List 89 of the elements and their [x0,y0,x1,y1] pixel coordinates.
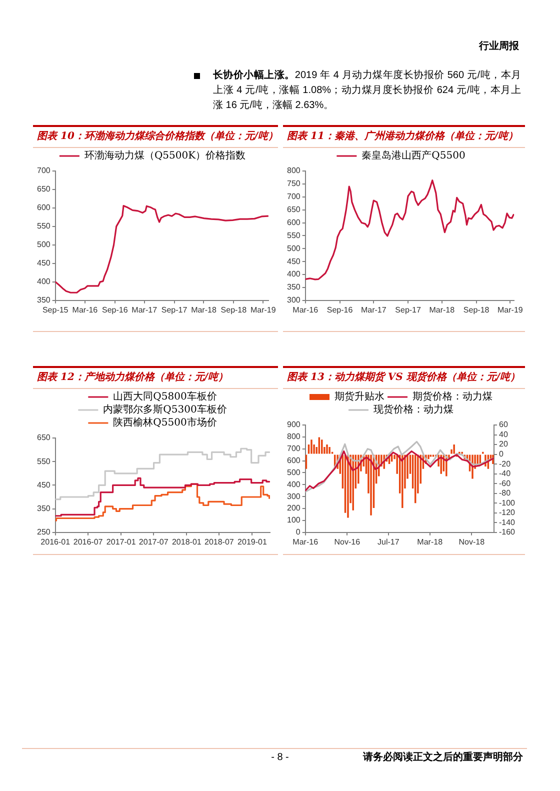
y-tick-label: 550 [36,222,51,231]
y-tick-label: 750 [286,179,301,188]
x-tick-label: Sep-17 [161,305,188,314]
y-tick-label: 200 [286,504,301,513]
x-tick-label: 2018-01 [172,537,202,546]
y-tick-label: 600 [286,456,301,466]
y-tick-label: 800 [286,166,301,176]
x-tick-label: Mar-17 [132,305,158,314]
y2-tick-label: -100 [498,498,516,508]
y-tick-label: 250 [36,528,51,537]
legend-label: 环渤海动力煤（Q5500K）价格指数 [84,150,246,162]
y2-tick-label: 60 [498,420,508,430]
y-tick-label: 350 [36,504,51,514]
y-tick-label: 450 [36,258,51,268]
y-tick-label: 350 [286,282,301,292]
y-tick-label: 900 [286,420,301,430]
y-tick-label: 500 [286,468,301,477]
x-tick-label: Mar-18 [429,305,456,314]
legend-label: 内蒙鄂尔多斯Q5300车板价 [103,404,227,416]
x-tick-label: Mar-18 [417,537,444,546]
x-tick-label: 2017-01 [106,537,136,546]
y-tick-label: 500 [286,244,301,253]
y-tick-label: 550 [286,230,301,240]
x-tick-label: Mar-16 [72,305,98,314]
y-tick-label: 500 [36,240,51,250]
y-tick-label: 350 [36,296,51,305]
x-tick-label: 2017-07 [138,537,169,546]
x-tick-label: 2018-07 [204,537,234,546]
x-tick-label: Nov-18 [458,537,486,546]
x-tick-label: Sep-18 [220,305,248,314]
y-tick-label: 600 [36,203,51,212]
y-tick-label: 400 [286,270,301,279]
y2-tick-label: -80 [498,488,512,498]
y2-tick-label: 40 [498,430,508,439]
y-tick-label: 700 [36,166,51,176]
y-tick-label: 400 [36,277,51,286]
legend-label: 期货升贴水 [334,390,384,403]
x-tick-label: Sep-15 [42,305,69,314]
y-tick-label: 300 [286,296,301,305]
y-tick-label: 700 [286,444,301,454]
chart-title: 图表 11：秦港、广州港动力煤价格（单位：元/吨） [283,127,525,148]
y2-tick-label: -140 [498,518,516,527]
x-tick-label: Sep-17 [395,305,422,314]
x-tick-label: Sep-16 [326,305,354,314]
y-tick-label: 450 [36,480,51,490]
x-tick-label: Sep-18 [463,305,490,314]
x-tick-label: Jul-17 [378,537,400,546]
y-tick-label: 0 [296,528,301,537]
y-tick-label: 450 [286,256,301,266]
y2-tick-label: -120 [498,508,516,518]
legend-label: 陕西榆林Q5500市场价 [113,416,217,429]
x-tick-label: Mar-19 [250,305,276,314]
x-tick-label: Mar-16 [292,537,319,546]
x-tick-label: Mar-16 [292,305,319,314]
text: 长协价小幅上涨。 [213,70,295,81]
y2-tick-label: -60 [498,478,512,488]
y-tick-label: 700 [286,192,301,202]
y-tick-label: 550 [36,456,51,466]
x-tick-label: 2016-01 [40,537,71,546]
legend-label: 期货价格：动力煤 [412,390,492,403]
y2-tick-label: 0 [498,449,504,458]
y2-tick-label: -20 [498,459,512,468]
x-tick-label: Mar-18 [191,305,217,314]
chart-title: 图表 12：产地动力煤价格（单位：元/吨） [33,368,278,389]
text: 行业周报 [479,41,519,53]
x-tick-label: Nov-16 [334,537,361,546]
y-tick-label: 600 [286,218,301,227]
y2-tick-label: -40 [498,469,512,478]
legend-label: 山西大同Q5800车板价 [113,390,217,403]
y-tick-label: 400 [286,480,301,489]
x-tick-label: 2019-01 [238,537,268,546]
x-tick-label: 2016-07 [73,537,104,546]
y-tick-label: 650 [36,184,51,194]
y-tick-label: 800 [286,432,301,442]
y-tick-label: 650 [36,433,51,442]
y-tick-label: 650 [286,205,301,214]
text: - 8 - [271,752,289,763]
x-tick-label: Sep-16 [102,305,128,314]
y2-tick-label: -160 [498,528,516,537]
x-tick-label: Mar-19 [498,305,524,314]
x-tick-label: Mar-17 [360,305,387,314]
chart-title: 图表 13：动力煤期货 VS 现货价格（单位：元/吨） [283,368,525,389]
y-tick-label: 100 [286,516,301,525]
y-tick-label: 300 [286,492,301,501]
legend-label: 现货价格：动力煤 [374,404,454,416]
chart-title: 图表 10：环渤海动力煤综合价格指数（单位：元/吨） [33,127,278,148]
text: 请务必阅读正文之后的重要声明部分 [363,751,523,764]
legend-label: 秦皇岛港山西产Q5500 [362,150,466,162]
y2-tick-label: 20 [498,440,508,449]
